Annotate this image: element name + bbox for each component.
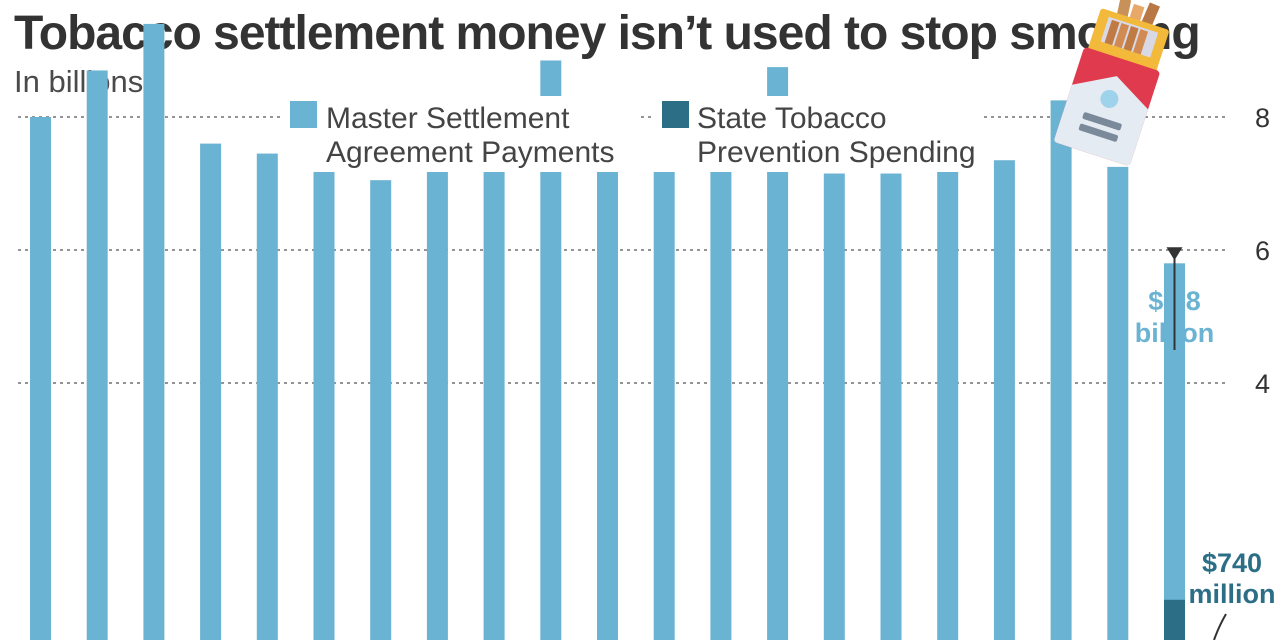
msa-bar [143, 23, 165, 640]
annotation-label: $740 [1202, 548, 1262, 578]
msa-bar [370, 180, 392, 640]
msa-bar [540, 60, 562, 640]
legend-label: State Tobacco [697, 102, 887, 135]
bars [30, 23, 1185, 640]
msa-bar [880, 173, 902, 640]
msa-bar [256, 153, 278, 640]
msa-bar [710, 163, 732, 640]
chart-subtitle: In billions [14, 64, 144, 99]
gridlines [18, 116, 1226, 384]
legend-swatch-prevention [662, 101, 689, 128]
msa-bar [483, 100, 505, 640]
annotation-label: million [1189, 579, 1276, 609]
msa-bar [313, 143, 335, 640]
prevention-bar [1164, 599, 1185, 640]
msa-bar [767, 67, 789, 640]
msa-bar [86, 70, 108, 640]
chart-title: Tobacco settlement money isn’t used to s… [14, 7, 1201, 60]
y-tick-label: 4 [1255, 369, 1270, 399]
msa-bar [597, 146, 618, 640]
cigarette-pack-icon [1054, 0, 1169, 166]
msa-bar [937, 117, 959, 640]
legend-background [652, 96, 982, 172]
y-axis-ticks: $10864 [1255, 103, 1270, 399]
msa-bar [30, 117, 51, 640]
annotation-arrowhead [1166, 247, 1183, 261]
msa-bar [653, 170, 675, 640]
legend-label: Prevention Spending [697, 136, 976, 169]
msa-bar [200, 143, 222, 640]
msa-bar [1107, 166, 1129, 640]
msa-bar [823, 173, 845, 640]
y-tick-label: 8 [1255, 103, 1270, 133]
legend-swatch-msa [290, 101, 317, 128]
legend-background [280, 96, 640, 172]
legend-label: Master Settlement [326, 102, 570, 135]
legend-label: Agreement Payments [326, 136, 614, 169]
msa-bar [993, 160, 1015, 640]
annotation-arrow [1213, 613, 1227, 640]
msa-bar [1050, 100, 1072, 640]
y-tick-label: 6 [1255, 236, 1270, 266]
msa-bar [1164, 263, 1185, 640]
msa-bar [426, 163, 448, 640]
